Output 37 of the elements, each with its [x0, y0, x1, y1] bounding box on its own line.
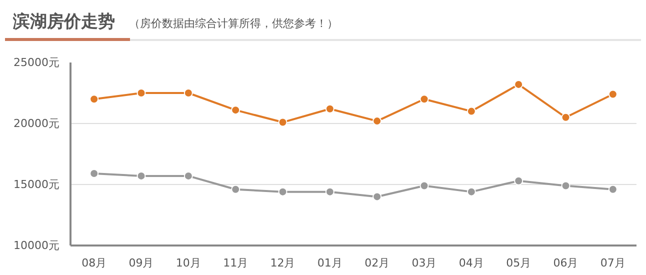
point	[231, 106, 240, 115]
point	[420, 94, 429, 104]
point	[466, 106, 476, 116]
point	[325, 104, 334, 114]
point	[561, 181, 570, 190]
x-tick-label: 03月	[412, 256, 437, 270]
y-tick-label: 10000元	[14, 239, 60, 252]
x-tick-label: 08月	[82, 256, 107, 270]
x-tick-label: 04月	[458, 256, 484, 270]
y-tick-label: 20000元	[14, 117, 60, 130]
point	[90, 94, 99, 104]
point	[136, 88, 146, 98]
y-tick-label: 15000元	[14, 178, 60, 191]
x-tick-label: 12月	[270, 256, 296, 270]
x-tick-label: 10月	[176, 256, 201, 270]
point	[325, 187, 334, 196]
point	[231, 184, 240, 194]
point	[608, 90, 618, 99]
x-tick-label: 01月	[317, 256, 342, 270]
x-tick-label: 05月	[506, 256, 532, 270]
point	[372, 192, 382, 202]
point	[514, 176, 524, 186]
y-tick-label: 25000元	[14, 56, 60, 69]
chart-title: 滨湖房价走势	[13, 12, 115, 32]
chart-subtitle: （房价数据由综合计算所得，供您参考！）	[129, 17, 338, 30]
point	[278, 187, 288, 196]
point	[608, 184, 618, 194]
point	[466, 187, 476, 196]
x-tick-label: 09月	[128, 256, 154, 270]
x-tick-label: 06月	[553, 256, 578, 270]
point	[278, 118, 288, 127]
x-tick-label: 07月	[600, 256, 626, 270]
point	[184, 88, 193, 98]
point	[420, 181, 429, 190]
point	[561, 112, 570, 122]
x-tick-label: 11月	[223, 256, 248, 270]
x-tick-label: 02月	[364, 256, 390, 270]
